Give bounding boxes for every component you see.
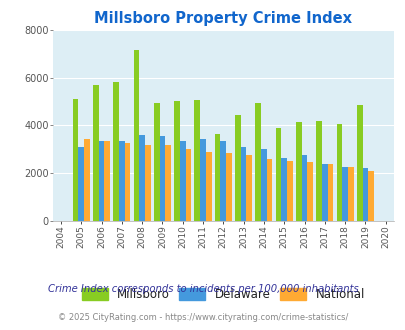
Bar: [356, 105, 362, 221]
Bar: [174, 101, 179, 221]
Text: Crime Index corresponds to incidents per 100,000 inhabitants: Crime Index corresponds to incidents per…: [47, 284, 358, 294]
Bar: [336, 124, 341, 221]
Bar: [104, 141, 110, 221]
Bar: [185, 149, 191, 221]
Bar: [255, 103, 260, 221]
Bar: [367, 171, 373, 221]
Bar: [205, 152, 211, 221]
Bar: [165, 145, 171, 221]
Bar: [246, 155, 252, 221]
Bar: [159, 136, 165, 221]
Bar: [362, 168, 367, 221]
Bar: [307, 162, 312, 221]
Bar: [194, 100, 200, 221]
Title: Millsboro Property Crime Index: Millsboro Property Crime Index: [94, 11, 352, 26]
Bar: [84, 139, 90, 221]
Bar: [295, 122, 301, 221]
Bar: [327, 164, 333, 221]
Legend: Millsboro, Delaware, National: Millsboro, Delaware, National: [78, 284, 368, 305]
Bar: [240, 147, 246, 221]
Bar: [266, 159, 272, 221]
Bar: [214, 134, 220, 221]
Bar: [98, 141, 104, 221]
Bar: [341, 167, 347, 221]
Bar: [72, 99, 78, 221]
Bar: [301, 155, 307, 221]
Bar: [133, 50, 139, 221]
Bar: [286, 161, 292, 221]
Bar: [78, 147, 84, 221]
Bar: [275, 128, 281, 221]
Bar: [124, 143, 130, 221]
Bar: [234, 115, 240, 221]
Bar: [220, 141, 226, 221]
Bar: [347, 167, 353, 221]
Bar: [260, 149, 266, 221]
Bar: [93, 85, 98, 221]
Bar: [179, 141, 185, 221]
Bar: [281, 158, 286, 221]
Bar: [113, 82, 119, 221]
Bar: [200, 139, 205, 221]
Bar: [321, 164, 327, 221]
Bar: [119, 141, 124, 221]
Bar: [315, 120, 321, 221]
Text: © 2025 CityRating.com - https://www.cityrating.com/crime-statistics/: © 2025 CityRating.com - https://www.city…: [58, 313, 347, 322]
Bar: [139, 135, 145, 221]
Bar: [226, 153, 231, 221]
Bar: [153, 103, 159, 221]
Bar: [145, 145, 150, 221]
